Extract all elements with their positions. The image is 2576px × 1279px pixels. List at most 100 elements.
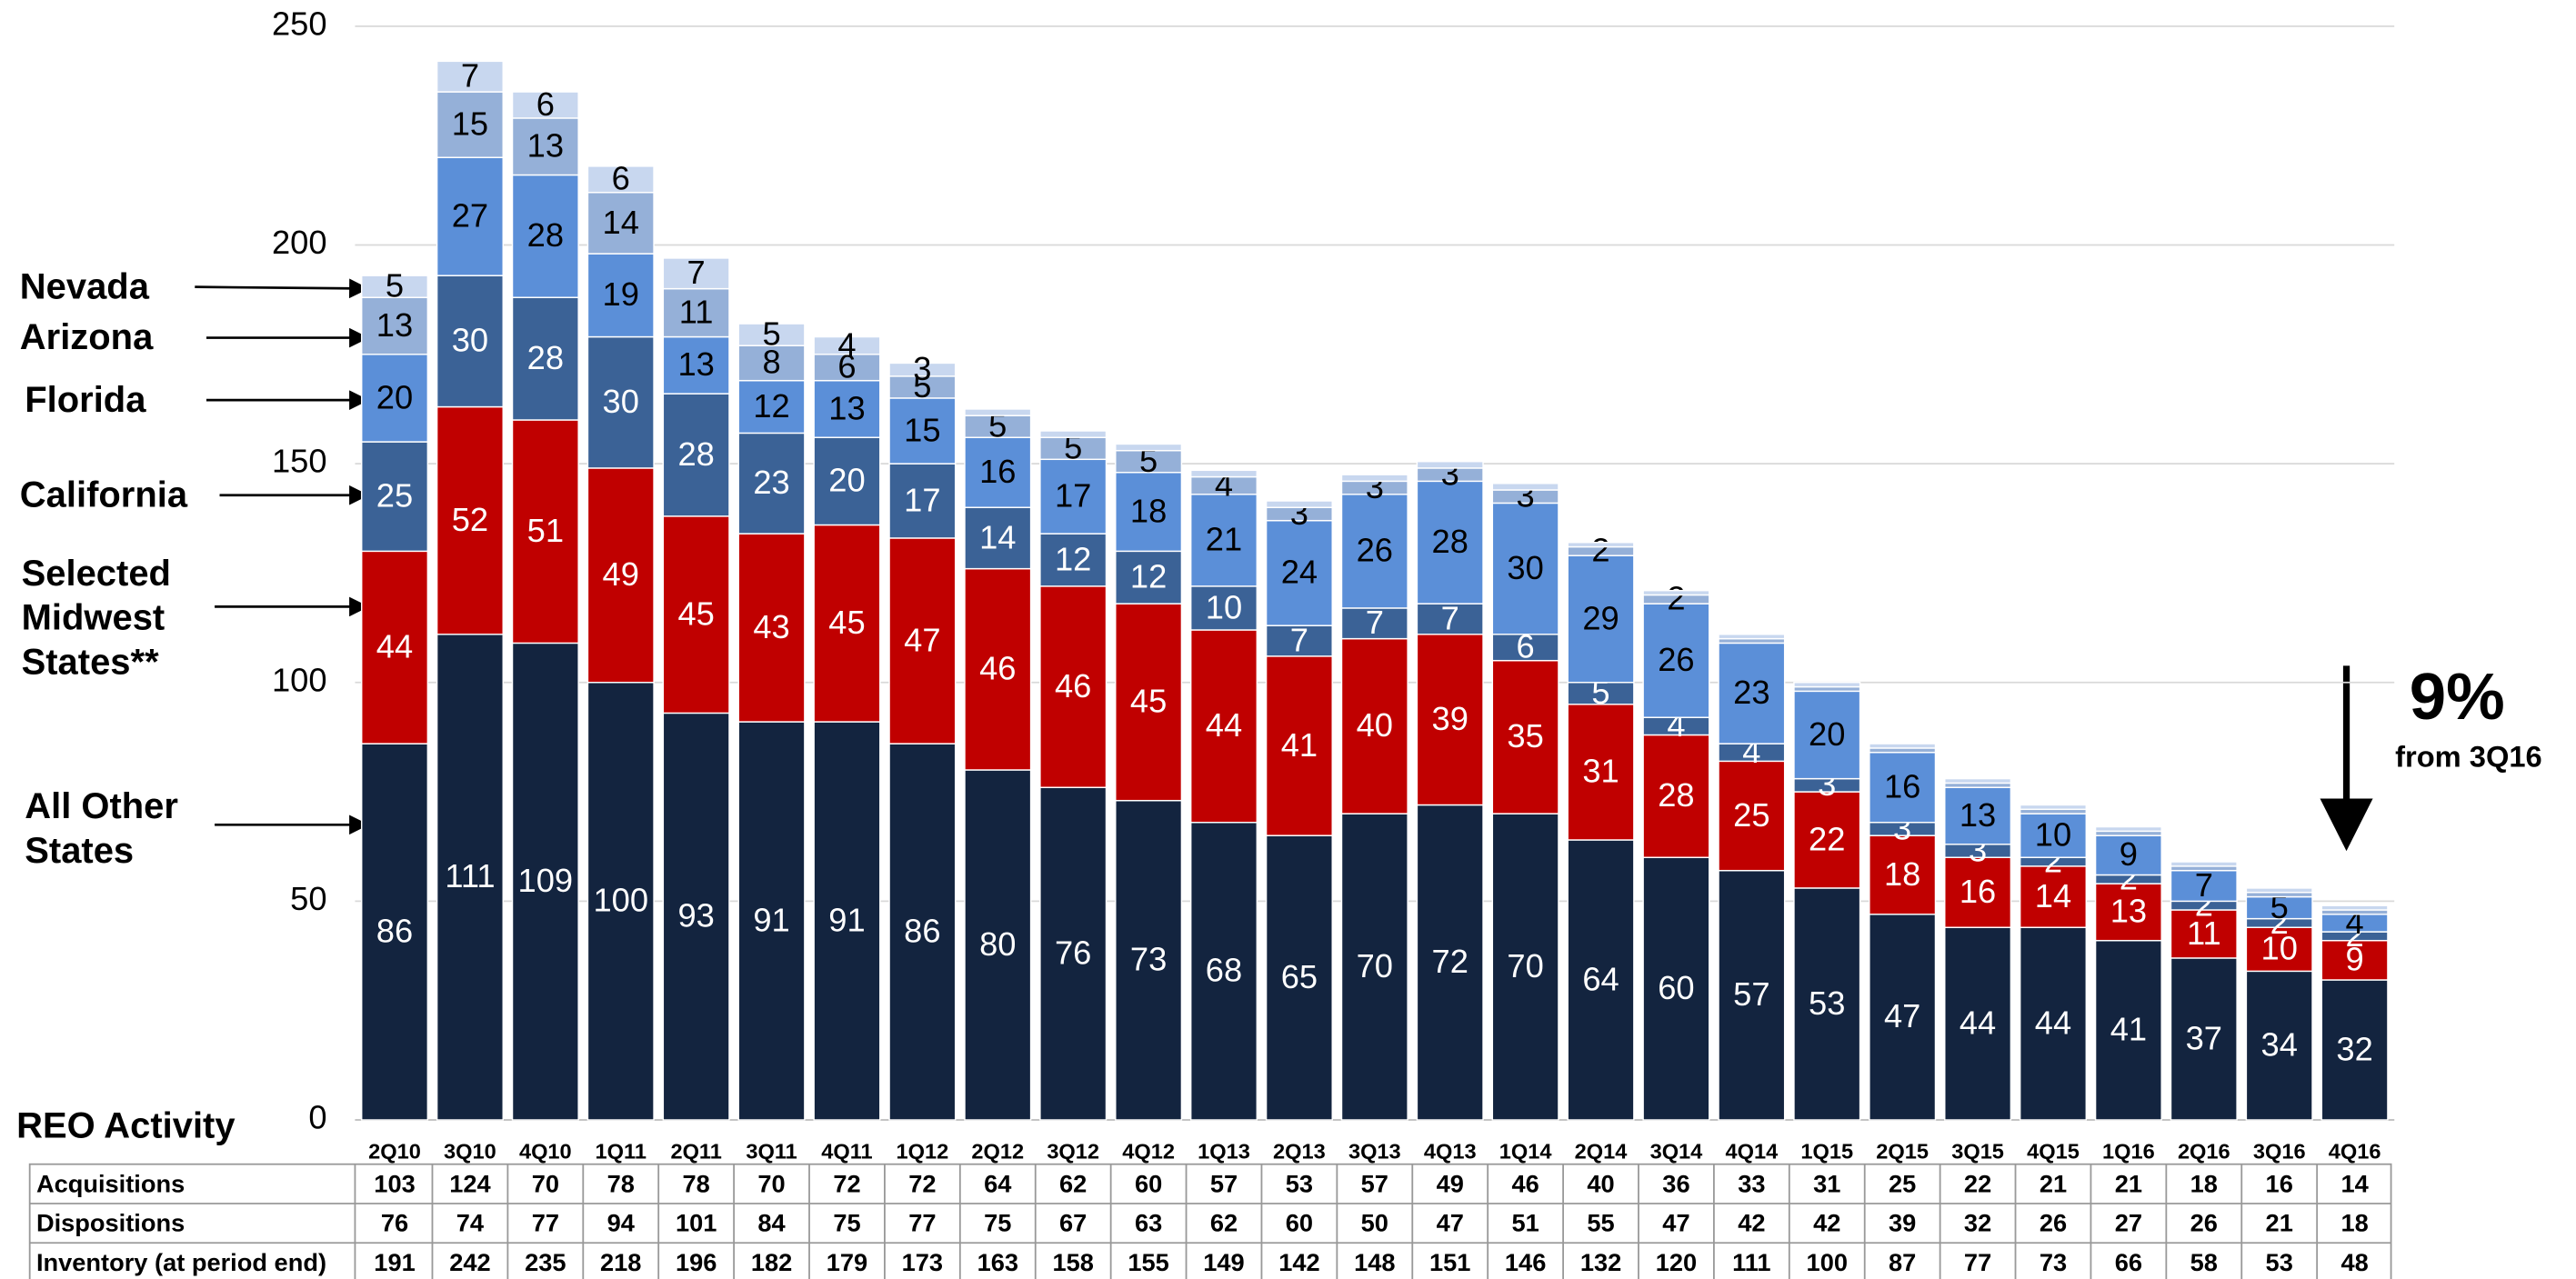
table-cell: 67 — [1059, 1209, 1087, 1237]
bar-segment — [1491, 483, 1559, 491]
bar-segment — [964, 415, 1032, 438]
bar-segment — [1491, 813, 1559, 1121]
data-label: 65 — [1281, 958, 1318, 995]
bar-segment — [2320, 904, 2389, 911]
bar-segment — [2019, 804, 2088, 811]
data-label: 41 — [1281, 726, 1318, 764]
bar-segment — [737, 323, 806, 346]
data-label: 43 — [753, 608, 789, 645]
data-label: 17 — [1055, 477, 1091, 515]
table-cell: 60 — [1135, 1169, 1162, 1197]
x-tick-label: 3Q15 — [1951, 1139, 2004, 1163]
data-label: 6 — [1517, 628, 1535, 665]
table-cell: 48 — [2340, 1248, 2368, 1276]
table-cell: 94 — [607, 1209, 635, 1237]
bar-segment — [1718, 637, 1786, 644]
bar-segment — [737, 721, 806, 1121]
data-label: 51 — [527, 512, 564, 549]
data-label: 10 — [1206, 588, 1242, 625]
bar-segment — [2170, 869, 2238, 903]
bar-segment — [1189, 629, 1258, 824]
bar-segment — [2170, 909, 2238, 959]
row-label: Acquisitions — [36, 1169, 185, 1197]
table-cell: 53 — [2266, 1248, 2293, 1276]
bar-segment — [662, 515, 730, 714]
data-label: 28 — [1658, 776, 1694, 814]
table-cell: 63 — [1135, 1209, 1162, 1237]
bar-segment — [1567, 542, 1635, 548]
bar-segment — [2094, 939, 2162, 1121]
bar-segment — [360, 354, 429, 443]
data-label: 3 — [1290, 495, 1308, 532]
bar-segment — [2320, 939, 2389, 981]
data-label: 12 — [1130, 558, 1167, 595]
bar-segment — [436, 405, 504, 635]
bar-segment — [1039, 458, 1108, 535]
table-cell: 31 — [1813, 1169, 1840, 1197]
legend-label: Arizona — [19, 316, 154, 358]
data-label: 44 — [2035, 1004, 2071, 1042]
bar-segment — [511, 117, 579, 176]
bar-segment — [1416, 480, 1484, 605]
data-label: 6 — [837, 348, 856, 385]
data-label: 45 — [1130, 683, 1167, 720]
table-cell: 50 — [1361, 1209, 1388, 1237]
bar-segment — [1189, 469, 1258, 478]
bar-segment — [1718, 760, 1786, 872]
bar-segment — [1869, 834, 1937, 915]
data-label: 86 — [376, 913, 413, 950]
data-label: 23 — [753, 464, 789, 501]
bar-segment — [436, 634, 504, 1121]
table-cell: 76 — [381, 1209, 408, 1237]
bar-segment — [1793, 682, 1861, 688]
x-tick-label: 4Q16 — [2329, 1139, 2381, 1163]
data-label: 34 — [2261, 1026, 2298, 1064]
data-label: 22 — [1809, 820, 1845, 857]
data-label: 27 — [452, 197, 488, 235]
bar-segment — [511, 642, 579, 1121]
bar-segment — [662, 257, 730, 290]
data-label: 11 — [2187, 914, 2221, 952]
data-label: 26 — [1357, 532, 1393, 569]
data-label: 6 — [536, 85, 555, 123]
data-label: 13 — [677, 345, 714, 383]
bar-segment — [511, 419, 579, 644]
table-cell: 72 — [908, 1169, 936, 1197]
bar-segment — [586, 253, 655, 338]
x-tick-label: 4Q10 — [519, 1139, 572, 1163]
data-label: 28 — [527, 216, 564, 254]
bar-segment — [1115, 472, 1183, 553]
x-tick-label: 3Q13 — [1348, 1139, 1401, 1163]
table-cell: 36 — [1662, 1169, 1689, 1197]
bar-segment — [1340, 813, 1408, 1121]
bar-segment — [2019, 926, 2088, 1121]
data-label: 12 — [1055, 540, 1091, 577]
data-label: 46 — [1055, 667, 1091, 704]
data-label: 73 — [1130, 941, 1167, 978]
data-label: 14 — [2035, 877, 2071, 914]
x-tick-label: 4Q14 — [1725, 1139, 1778, 1163]
x-tick-label: 1Q16 — [2102, 1139, 2155, 1163]
data-label: 23 — [1733, 674, 1769, 711]
data-label: 45 — [828, 604, 865, 641]
table-cell: 173 — [902, 1248, 943, 1276]
bar-segment — [964, 408, 1032, 416]
table-cell: 124 — [449, 1169, 490, 1197]
table-cell: 62 — [1210, 1209, 1238, 1237]
data-label: 64 — [1582, 960, 1619, 997]
bar-segment — [1039, 430, 1108, 438]
bar-segment — [813, 354, 881, 382]
x-tick-label: 3Q10 — [444, 1139, 496, 1163]
data-label: 9 — [2346, 941, 2364, 978]
table-cell: 32 — [1964, 1209, 1991, 1237]
bar-segment — [737, 345, 806, 382]
x-tick-label: 2Q12 — [971, 1139, 1024, 1163]
data-label: 20 — [376, 378, 413, 415]
table-cell: 70 — [532, 1169, 559, 1197]
data-label: 15 — [452, 105, 488, 143]
table-cell: 14 — [2340, 1169, 2368, 1197]
bar-segment — [662, 712, 730, 1121]
table-title: REO Activity — [16, 1106, 235, 1146]
table-cell: 57 — [1361, 1169, 1388, 1197]
data-label: 45 — [677, 595, 714, 633]
